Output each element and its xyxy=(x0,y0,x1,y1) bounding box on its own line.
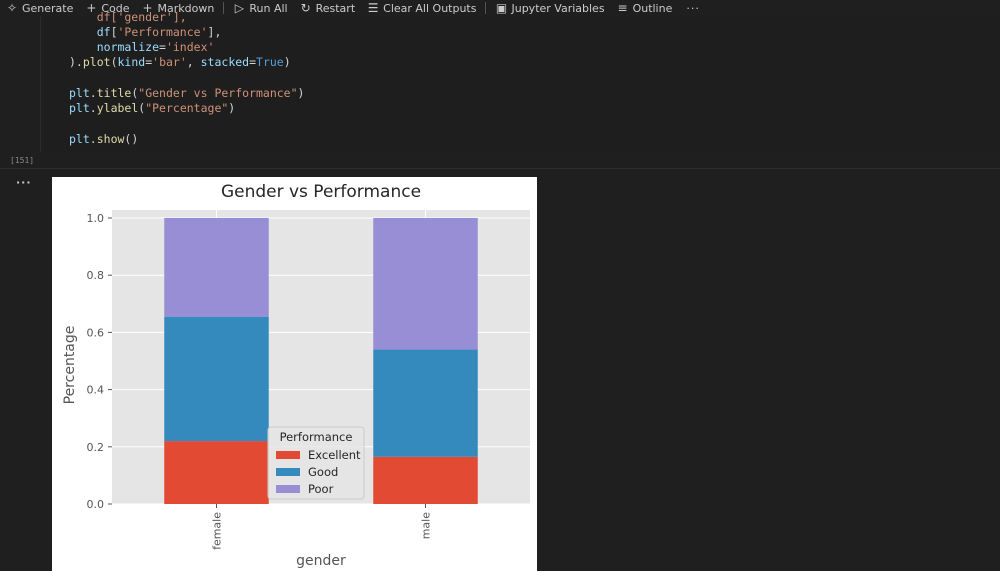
code-line-4-text: ).plot(kind='bar', stacked=True) xyxy=(69,55,291,69)
clear-all-outputs-button[interactable]: ☰ Clear All Outputs xyxy=(361,0,482,16)
plus-icon: + xyxy=(86,1,97,15)
code-line-2-text: df['Performance'], xyxy=(96,25,222,39)
toolbar-divider xyxy=(223,2,225,14)
bar-excellent-male xyxy=(373,456,478,504)
code-line-1: df['gender'], xyxy=(69,10,187,25)
legend-swatch-good xyxy=(276,468,300,476)
axis-ticks: 0.0 0.2 0.4 0.6 0.8 1.0 female male xyxy=(87,212,433,550)
execution-count: [151] xyxy=(10,156,35,165)
legend-label-poor: Poor xyxy=(308,482,334,496)
code-cell[interactable]: df['gender'], df['Performance'], normali… xyxy=(40,10,1000,152)
code-line-7: plt.ylabel("Percentage") xyxy=(69,101,235,116)
legend-label-excellent: Excellent xyxy=(308,448,361,462)
more-actions-button[interactable]: ··· xyxy=(686,1,700,15)
code-line-9: plt.show() xyxy=(69,132,138,147)
legend-box xyxy=(267,426,365,500)
outline-icon: ≡ xyxy=(617,1,628,15)
code-line-3: normalize='index' xyxy=(69,40,215,55)
legend-swatch-poor xyxy=(276,485,300,493)
add-code-label: Code xyxy=(101,1,130,15)
legend-label-good: Good xyxy=(308,465,338,479)
variables-icon: ▣ xyxy=(495,1,508,15)
x-axis-label: gender xyxy=(296,553,346,569)
x-tick-label-male: male xyxy=(420,512,433,540)
y-tick-label: 1.0 xyxy=(87,212,105,225)
bar-chart: 0.0 0.2 0.4 0.6 0.8 1.0 female male Gender vs P… xyxy=(52,177,537,571)
y-tick-label: 0.8 xyxy=(87,269,105,282)
run-all-label: Run All xyxy=(249,1,288,15)
y-tick-label: 0.4 xyxy=(87,384,105,397)
legend-swatch-excellent xyxy=(276,451,300,459)
generate-button[interactable]: ✧ Generate xyxy=(0,0,79,16)
x-tick-label-female: female xyxy=(211,512,224,550)
y-tick-label: 0.6 xyxy=(87,326,105,339)
y-axis-label: Percentage xyxy=(62,326,78,405)
chart-legend: Performance Excellent Good Poor xyxy=(267,426,365,500)
code-line-1-text: df['gender'], xyxy=(69,10,187,24)
bar-excellent-female xyxy=(164,441,269,504)
clear-all-outputs-label: Clear All Outputs xyxy=(383,1,477,15)
chart-title: Gender vs Performance xyxy=(221,182,421,202)
cell-divider xyxy=(0,168,1000,169)
restart-icon: ↻ xyxy=(300,1,311,15)
code-line-6-text: plt.title("Gender vs Performance") xyxy=(69,86,305,100)
legend-title: Performance xyxy=(280,430,353,444)
generate-label: Generate xyxy=(22,1,74,15)
y-tick-label: 0.2 xyxy=(87,441,105,454)
run-all-icon: ▷ xyxy=(234,1,244,15)
outline-button[interactable]: ≡ Outline xyxy=(611,0,679,16)
jupyter-variables-button[interactable]: ▣ Jupyter Variables xyxy=(489,0,610,16)
code-line-7-text: plt.ylabel("Percentage") xyxy=(69,101,236,115)
output-actions-button[interactable]: ··· xyxy=(16,176,32,189)
toolbar-divider xyxy=(485,2,487,14)
code-line-6: plt.title("Gender vs Performance") xyxy=(69,86,304,101)
restart-button[interactable]: ↻ Restart xyxy=(294,0,362,16)
bar-poor-male xyxy=(373,218,478,350)
bar-good-female xyxy=(164,316,269,442)
add-markdown-label: Markdown xyxy=(157,1,215,15)
y-tick-label: 0.0 xyxy=(87,498,105,511)
restart-label: Restart xyxy=(315,1,356,15)
chart-output: 0.0 0.2 0.4 0.6 0.8 1.0 female male Gender vs P… xyxy=(52,177,537,571)
code-line-2: df['Performance'], xyxy=(69,25,222,40)
clear-outputs-icon: ☰ xyxy=(367,1,379,15)
outline-label: Outline xyxy=(632,1,673,15)
code-line-9-text: plt.show() xyxy=(69,132,139,146)
bars xyxy=(164,218,478,504)
code-line-3-text: normalize='index' xyxy=(96,40,215,54)
code-line-4: ).plot(kind='bar', stacked=True) xyxy=(69,55,291,70)
add-code-cell-button[interactable]: + Code xyxy=(79,0,135,16)
bar-good-male xyxy=(373,349,478,457)
sparkle-icon: ✧ xyxy=(6,1,18,15)
add-markdown-cell-button[interactable]: + Markdown xyxy=(136,0,221,16)
bar-poor-female xyxy=(164,218,269,317)
jupyter-variables-label: Jupyter Variables xyxy=(511,1,605,15)
notebook-toolbar: ✧ Generate + Code + Markdown ▷ Run All ↻… xyxy=(0,0,1000,16)
run-all-button[interactable]: ▷ Run All xyxy=(227,0,293,16)
plus-icon: + xyxy=(142,1,153,15)
